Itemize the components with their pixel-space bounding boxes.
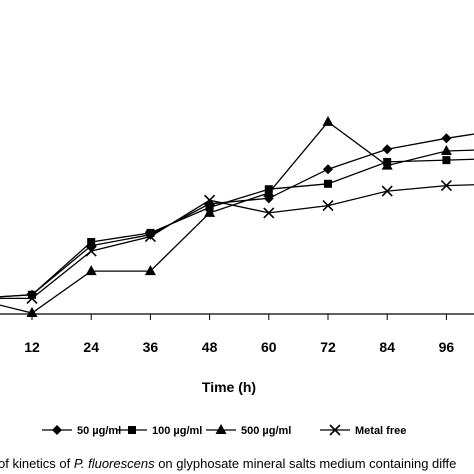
series-0-point-8: [441, 133, 452, 144]
series-line-2: [0, 121, 474, 314]
series-2-point-8: [440, 145, 452, 156]
caption-text-after: on glyphosate mineral salts medium conta…: [155, 456, 457, 471]
series-0-point-7: [382, 144, 393, 155]
series-3-point-1-stroke-b: [26, 292, 38, 305]
series-1-point-3: [146, 228, 155, 237]
x-tick-label-3: 48: [202, 339, 218, 355]
series-1-point-2: [87, 238, 96, 247]
series-2-point-7: [381, 159, 393, 170]
series-layer: [0, 115, 474, 317]
caption-text-before: of kinetics of: [0, 456, 74, 471]
series-1-point-8: [442, 156, 451, 165]
legend-label-0: 50 µg/ml: [77, 425, 121, 437]
x-axis-title: Time (h): [202, 379, 256, 395]
x-tick-label-2: 36: [143, 339, 159, 355]
series-3-point-1: [26, 292, 38, 305]
series-2-point-5: [263, 186, 275, 197]
series-3-point-8-stroke-b: [440, 180, 452, 192]
x-tick-label-4: 60: [261, 339, 277, 355]
figure-caption: of kinetics of P. fluorescens on glyphos…: [0, 456, 456, 471]
x-tick-label-5: 72: [320, 339, 336, 355]
legend-marker-3-stroke-b: [329, 424, 341, 436]
series-3-point-7: [381, 185, 393, 197]
series-2-point-3: [144, 265, 156, 276]
series-3-point-4-stroke-b: [204, 194, 216, 206]
series-3-point-2: [85, 245, 97, 257]
caption-species-name: P. fluorescens: [74, 456, 155, 471]
series-line-1: [0, 158, 474, 298]
series-2-point-6: [322, 115, 334, 126]
x-tick-label-7: 96: [439, 339, 455, 355]
series-1-point-6: [324, 179, 332, 188]
series-line-3: [0, 184, 474, 300]
legend-marker-2: [215, 424, 227, 434]
series-3-point-6-stroke-b: [322, 200, 334, 212]
legend-label-2: 500 µg/ml: [241, 425, 291, 437]
series-3-point-3: [144, 230, 156, 243]
legend: 50 µg/ml 100 µg/ml 500 µg/ml Metal free: [42, 424, 406, 437]
legend-label-3: Metal free: [355, 425, 406, 437]
series-3-point-6: [322, 200, 334, 212]
x-tick-label-0: 12: [24, 339, 40, 355]
legend-marker-3: [329, 424, 341, 436]
series-line-0: [0, 133, 474, 298]
legend-marker-1: [128, 426, 136, 434]
legend-label-1: 100 µg/ml: [152, 425, 202, 437]
series-1-point-1: [28, 290, 36, 299]
x-tick-label-1: 24: [83, 339, 99, 355]
series-3-point-8: [440, 180, 452, 192]
x-tick-layer: 12 24 36 48 60 72 84 96: [24, 314, 454, 355]
series-3-point-5: [263, 207, 275, 219]
series-3-point-7-stroke-b: [381, 185, 393, 197]
series-2-point-4: [204, 206, 216, 217]
series-0-point-6: [323, 164, 333, 175]
series-3-point-5-stroke-b: [263, 207, 275, 219]
series-3-point-2-stroke-b: [85, 245, 97, 257]
series-3-point-4: [204, 194, 216, 206]
legend-marker-0: [52, 425, 62, 435]
x-tick-label-6: 84: [379, 339, 395, 355]
series-3-point-3-stroke-b: [144, 230, 156, 243]
series-2-point-2: [85, 265, 97, 276]
